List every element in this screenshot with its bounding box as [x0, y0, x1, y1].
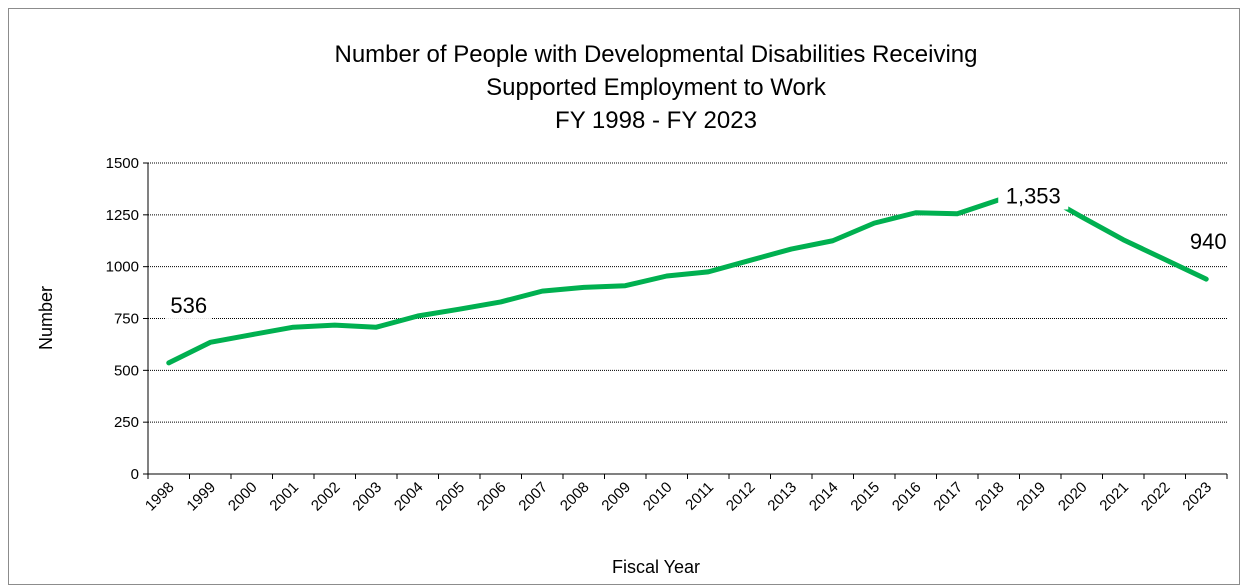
x-tick-labels: 1998 1999 2000 2001 2002 2003 2004 2005 2006 2007… — [142, 479, 1215, 515]
data-label-group: 1,353 — [998, 181, 1069, 210]
y-tick-labels: 0 250 500 750 1000 1250 1500 — [106, 155, 139, 483]
chart-title: Number of People with Developmental Disa… — [335, 41, 978, 134]
x-tick-label: 2006 — [474, 479, 510, 515]
y-tick-label: 1500 — [106, 155, 139, 172]
chart-title-line-2: Supported Employment to Work — [486, 74, 827, 101]
x-tick-label: 2003 — [349, 479, 385, 515]
y-axis-title: Number — [36, 286, 56, 350]
x-tick-label: 2017 — [930, 479, 966, 515]
x-tick-label: 2010 — [640, 479, 676, 515]
data-label-background — [998, 181, 1069, 210]
x-tick-label: 2013 — [764, 479, 800, 515]
x-tick-label: 2020 — [1055, 479, 1091, 515]
x-tick-label: 2023 — [1179, 479, 1215, 515]
x-tick-label: 2004 — [391, 479, 427, 515]
x-tick-label: 2009 — [598, 479, 634, 515]
data-label-group: 536 — [165, 290, 212, 319]
chart-frame — [8, 8, 1240, 585]
x-tick-label: 2015 — [847, 479, 883, 515]
y-tick-label: 0 — [131, 466, 139, 483]
data-label: 1,353 — [1006, 183, 1061, 208]
y-tick-label: 1000 — [106, 259, 139, 276]
axes — [143, 162, 1228, 479]
y-tick-label: 500 — [114, 362, 139, 379]
x-tick-label: 2016 — [889, 479, 925, 515]
y-tick-label: 1250 — [106, 207, 139, 224]
x-tick-label: 2022 — [1138, 479, 1174, 515]
data-label-background — [1185, 227, 1232, 256]
data-label-group: 940 — [1185, 227, 1232, 256]
series-group — [166, 190, 1209, 366]
x-axis-title: Fiscal Year — [612, 557, 700, 577]
data-label: 940 — [1190, 229, 1227, 254]
x-tick-label: 2011 — [682, 479, 717, 514]
data-labels: 536 1,353 940 — [165, 181, 1232, 319]
x-tick-label: 1999 — [183, 479, 219, 515]
x-tick-label: 2018 — [972, 479, 1008, 515]
y-tick-label: 750 — [114, 311, 139, 328]
x-tick-label: 2001 — [266, 479, 302, 515]
y-tick-label: 250 — [114, 414, 139, 431]
x-tick-label: 2012 — [723, 479, 759, 515]
series-line-0 — [166, 190, 1209, 366]
x-tick-label: 2019 — [1013, 479, 1049, 515]
x-tick-label: 2007 — [515, 479, 551, 515]
x-tick-label: 2021 — [1096, 479, 1132, 515]
x-tick-label: 2000 — [225, 479, 261, 515]
data-label-background — [165, 290, 212, 319]
x-tick-label: 2005 — [432, 479, 468, 515]
chart-title-line-1: Number of People with Developmental Disa… — [335, 41, 978, 68]
chart-title-line-3: FY 1998 - FY 2023 — [555, 107, 757, 134]
x-tick-label: 1998 — [142, 479, 178, 515]
data-label: 536 — [170, 293, 207, 318]
x-tick-label: 2002 — [308, 479, 344, 515]
x-tick-label: 2008 — [557, 479, 593, 515]
x-tick-label: 2014 — [806, 479, 842, 515]
